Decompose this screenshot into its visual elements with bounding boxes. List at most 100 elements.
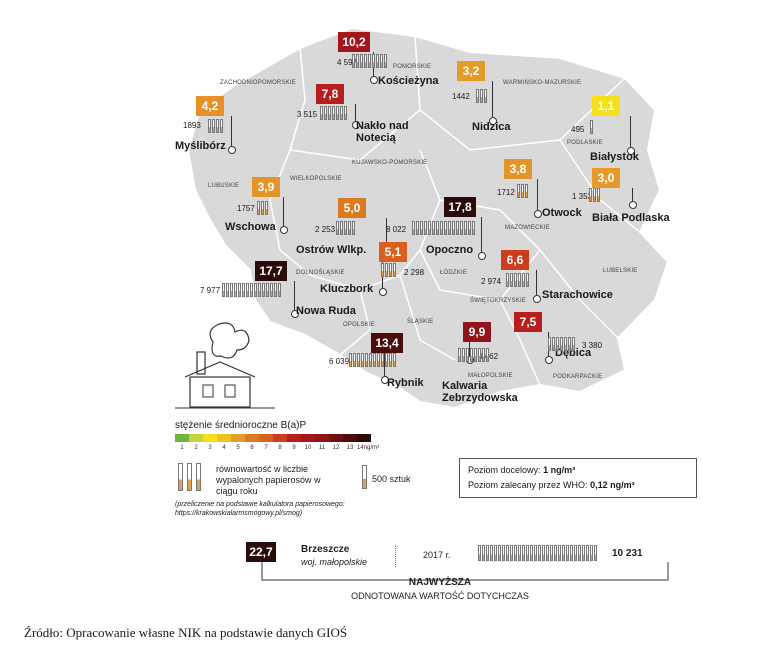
- region-label: MAŁOPOLSKIE: [468, 373, 513, 379]
- cigarette-icon: [460, 221, 463, 235]
- cigarette-icon: [361, 353, 364, 367]
- cigarette-count: 1757: [237, 204, 255, 213]
- cigarette-pictogram: [352, 54, 387, 68]
- cigarette-count: 3 515: [297, 110, 318, 119]
- cigarette-icon: [510, 273, 513, 287]
- city-label: Starachowice: [542, 289, 613, 301]
- who-label: Poziom zalecany przez WHO:: [468, 480, 588, 490]
- target-label: Poziom docelowy:: [468, 465, 541, 475]
- cigarette-icon: [242, 283, 245, 297]
- cigarette-icon: [353, 353, 356, 367]
- scale-swatch: [245, 434, 259, 442]
- cigarette-count: 1 352: [572, 192, 593, 201]
- cigarette-icon: [552, 337, 555, 351]
- city-label: Biała Podlaska: [592, 212, 670, 224]
- scale-label: 4: [222, 445, 226, 451]
- cigarette-icon: [424, 221, 427, 235]
- city-label: Nidzica: [472, 121, 511, 133]
- region-label: PODLASKIE: [567, 140, 603, 146]
- cigarette-icon: [522, 273, 525, 287]
- cigarette-icon: [385, 353, 388, 367]
- cigarette-count: 2 253: [315, 225, 336, 234]
- cigarette-icon: [480, 89, 483, 103]
- concentration-flag: 1,1: [592, 96, 620, 116]
- cigarette-icon: [393, 263, 396, 277]
- cigarette-icon: [562, 545, 565, 561]
- highest-subtitle: ODNOTOWANA WARTOŚĆ DOTYCHCZAS: [351, 591, 529, 601]
- cigarette-icon: [586, 545, 589, 561]
- cigarette-icon: [522, 545, 525, 561]
- cigarette-icon: [526, 273, 529, 287]
- legend-equivalent-text: równowartość w liczbie wypalonych papier…: [216, 464, 321, 496]
- station-marker: [545, 356, 553, 364]
- region-label: ZACHODNIOPOMORSKIE: [220, 80, 296, 86]
- cigarette-icon: [348, 221, 351, 235]
- flag-pole: [384, 353, 385, 376]
- conversion-note: (przeliczenie na podstawie kalkulatora p…: [175, 501, 345, 517]
- poland-outline: [186, 26, 670, 410]
- cigarette-icon: [420, 221, 423, 235]
- cigarette-icon: [550, 545, 553, 561]
- cigarette-icon: [593, 188, 596, 202]
- cigarette-pictogram: [517, 184, 528, 198]
- cigarette-icon: [344, 106, 347, 120]
- concentration-scale: [175, 434, 371, 442]
- concentration-flag: 13,4: [371, 333, 403, 353]
- cigarette-icon: [246, 283, 249, 297]
- cigarette-count: 2 298: [404, 268, 425, 277]
- highest-divider: [395, 545, 397, 567]
- city-label: Opoczno: [426, 244, 474, 256]
- cigarette-icon: [566, 545, 569, 561]
- cigarette-icon: [525, 184, 528, 198]
- cigarette-icon: [332, 106, 335, 120]
- scale-label: 1: [180, 445, 184, 451]
- cigarette-icon: [484, 89, 487, 103]
- cigarette-count: 1712: [497, 188, 515, 197]
- cigarette-icon: [594, 545, 597, 561]
- highest-count: 10 231: [612, 548, 643, 559]
- station-marker: [379, 288, 387, 296]
- cigarette-icon: [468, 221, 471, 235]
- cigarette-icon: [352, 221, 355, 235]
- flag-pole: [492, 81, 493, 117]
- scale-label: 2: [194, 445, 198, 451]
- cigarette-icon: [250, 283, 253, 297]
- scale-label: 9: [292, 445, 296, 451]
- cigarette-icon: [464, 221, 467, 235]
- cigarette-icon: [234, 283, 237, 297]
- cigarette-icon: [356, 54, 359, 68]
- cigarette-icon: [462, 348, 465, 362]
- cigarette-icon: [546, 545, 549, 561]
- cigarette-icon: [556, 337, 559, 351]
- cigarette-icon: [560, 337, 563, 351]
- cigarette-icon: [384, 54, 387, 68]
- region-label: KUJAWSKO-POMORSKIE: [352, 160, 428, 166]
- cigarette-icon: [436, 221, 439, 235]
- cigarette-legend-icon: [178, 463, 201, 491]
- legend-title: stężenie średnioroczne B(a)P: [175, 420, 307, 431]
- scale-label: 11: [318, 445, 326, 451]
- cigarette-icon: [416, 221, 419, 235]
- cigarette-icon: [238, 283, 241, 297]
- concentration-flag: 17,7: [255, 261, 287, 281]
- station-marker: [627, 147, 635, 155]
- cigarette-icon: [432, 221, 435, 235]
- cigarette-icon: [216, 119, 219, 133]
- cigarette-icon: [506, 273, 509, 287]
- station-marker: [291, 310, 299, 318]
- scale-swatch: [231, 434, 245, 442]
- station-marker: [534, 210, 542, 218]
- cigarette-icon: [534, 545, 537, 561]
- cigarette-icon: [208, 119, 211, 133]
- cigarette-icon: [274, 283, 277, 297]
- cigarette-pictogram: [458, 348, 489, 362]
- region-label: ŁÓDZKIE: [440, 270, 468, 276]
- cigarette-pictogram: [320, 106, 347, 120]
- cigarette-icon: [261, 201, 264, 215]
- flag-pole: [294, 281, 295, 310]
- cigarette-count: 2 974: [481, 277, 502, 286]
- concentration-flag: 9,9: [463, 322, 491, 342]
- cigarette-icon: [368, 54, 371, 68]
- cigarette-count: 4 597: [337, 58, 358, 67]
- region-label: PODKARPACKIE: [553, 374, 603, 380]
